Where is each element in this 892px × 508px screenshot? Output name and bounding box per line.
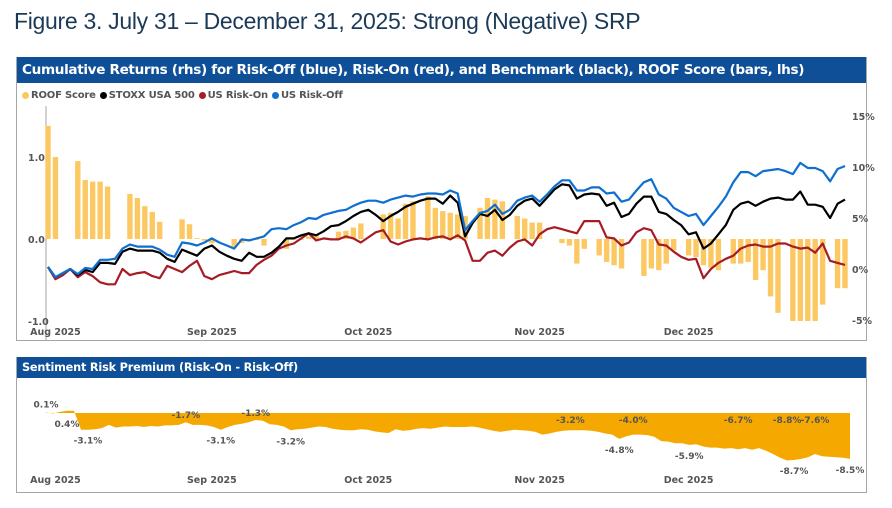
cumulative-returns-title: Cumulative Returns (rhs) for Risk-Off (b…	[17, 57, 866, 83]
legend-item-benchmark[interactable]: STOXX USA 500	[99, 90, 195, 101]
legend-dot-risk-on-icon	[198, 92, 206, 99]
legend-dot-risk-off-icon	[271, 92, 279, 99]
legend-dot-roof-icon	[22, 92, 29, 99]
chart-legend: ROOF Score STOXX USA 500 US Risk-On US R…	[22, 90, 343, 101]
legend-label-risk-on: US Risk-On	[207, 90, 269, 101]
srp-panel: Sentiment Risk Premium (Risk-On - Risk-O…	[16, 357, 867, 493]
cumulative-returns-panel: Cumulative Returns (rhs) for Risk-Off (b…	[16, 57, 867, 341]
legend-label-benchmark: STOXX USA 500	[108, 90, 195, 101]
srp-title: Sentiment Risk Premium (Risk-On - Risk-O…	[17, 357, 866, 378]
legend-item-risk-on[interactable]: US Risk-On	[198, 90, 269, 101]
legend-label-risk-off: US Risk-Off	[280, 90, 343, 101]
legend-label-roof: ROOF Score	[31, 90, 96, 101]
legend-item-roof[interactable]: ROOF Score	[22, 90, 96, 101]
legend-dot-benchmark-icon	[99, 92, 107, 99]
legend-item-risk-off[interactable]: US Risk-Off	[271, 90, 343, 101]
figure-title: Figure 3. July 31 – December 31, 2025: S…	[14, 8, 641, 34]
